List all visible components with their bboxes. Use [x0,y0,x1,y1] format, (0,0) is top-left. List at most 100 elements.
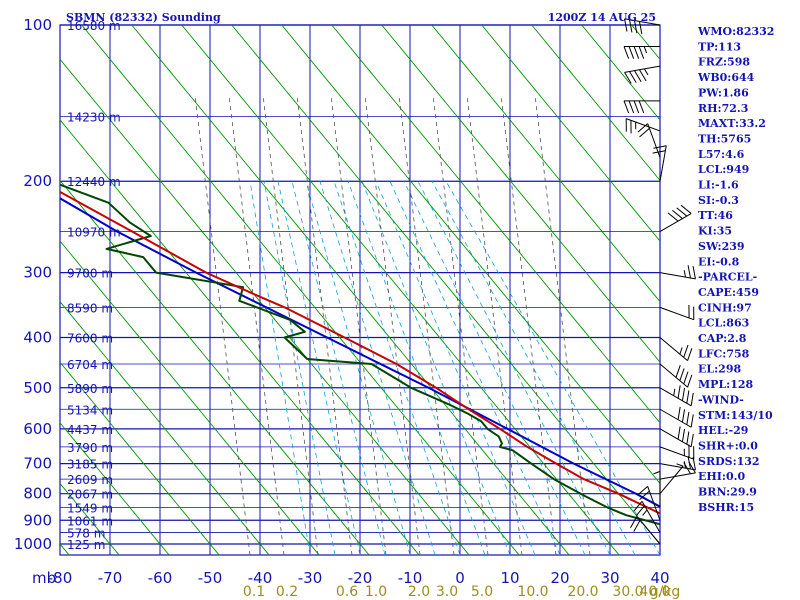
pressure-unit-label: mb [32,569,56,587]
wind-barb-column [623,18,696,545]
temperature-tick-label: -30 [298,569,323,587]
altitude-label: 5134 m [67,403,113,417]
index-value: SRDS:132 [698,455,760,468]
temperature-tick-label: 0 [455,569,465,587]
wind-barb-staff [659,306,694,321]
altitude-label: 10970 m [67,226,121,240]
index-value: FRZ:598 [698,56,750,69]
mixing-ratio-label: 40.0 [639,584,670,600]
moist-adiabat-line [305,181,411,555]
temperature-tick-label: -80 [48,569,73,587]
wind-barb-flag [690,392,694,406]
indices-panel: WMO:82332 TP:113 FRZ:598 WB0:644 PW:1.86 RH:7… [697,25,774,514]
wind-barb-flag [624,72,632,84]
wind-barb-flag [686,411,690,425]
index-value: EHI:0.0 [698,470,745,483]
index-value: TH:5765 [698,132,751,145]
wind-barb-flag [677,426,681,440]
mixing-ratio-unit: g/kg [650,584,681,600]
index-value: BSHR:15 [698,501,754,514]
wind-barb-staff [659,472,696,480]
wind-barb-flag [683,461,687,469]
sounding-time: 1200Z 14 AUG 25 [548,11,656,24]
altitude-label: 8590 m [67,301,113,315]
altitude-label: 5890 m [67,382,113,396]
mixing-ratio-line [364,94,421,555]
dry-adiabat-line [431,25,660,303]
wind-barb-staff [641,501,661,533]
wind-barb-flag [628,46,635,59]
dry-adiabat-line [181,25,620,555]
wind-barb-flag [683,371,689,385]
mixing-ratio-label: 10.0 [517,584,548,600]
mixing-ratio-line [262,94,319,555]
wind-barb-staff [647,123,661,158]
index-value: CAP:2.8 [698,332,747,345]
wind-barb-staff [659,145,667,182]
mixing-ratio-label: 20.0 [567,584,598,600]
wind-barb-flag [623,100,630,114]
wind-barb-staff [624,65,661,73]
wind-barb-flag [635,505,645,517]
wind-barb [659,385,694,407]
mixing-ratio-label: 0.6 [336,584,358,600]
wind-barb [652,145,667,182]
wind-barb-flag [683,344,689,358]
wind-barb-staff [647,486,661,521]
altitude-label: 1061 m [67,514,113,528]
index-value: LCL:863 [698,317,749,330]
index-value: MAXT:33.2 [698,117,766,130]
mixing-ratio-line [228,94,285,555]
wind-barb-flag [677,385,681,399]
wind-barb-flag [687,348,693,361]
temperature-tick-label: -10 [398,569,423,587]
dry-adiabat-line [331,25,660,424]
moist-adiabat-line [431,181,636,555]
pressure-tick-label: 300 [23,264,52,282]
wind-barb-staff [659,428,692,448]
wind-barb [659,204,692,232]
index-value: PW:1.86 [698,86,749,99]
wind-barb-flag [643,46,648,54]
wind-barb-staff [624,18,661,26]
wind-barb-flag [653,145,667,149]
altitude-label: 7600 m [67,331,113,345]
wind-barb-flag [690,414,694,428]
dry-adiabat-line [60,179,370,555]
wind-barb-flag [673,388,676,396]
wind-barb [625,118,661,134]
moist-adiabat-line [389,181,561,555]
altitude-label: 578 m [67,526,105,540]
wind-barb-flag [675,365,681,378]
dry-adiabat-line [281,25,660,485]
index-value: TP:113 [698,40,741,53]
wind-barb-flag [677,406,681,420]
wind-barb-flag [638,46,645,59]
wind-barb [624,18,661,35]
temperature-trace [60,190,660,515]
altitude-label: 9700 m [67,267,113,281]
wind-barb-staff [659,363,688,388]
wind-barb [659,463,684,495]
mixing-ratio-label: 0.2 [276,584,298,600]
wind-barb [623,45,660,59]
index-value: WB0:644 [697,71,755,84]
dry-adiabat-line [60,300,270,555]
wind-barb-staff [636,516,661,545]
index-value: LCL:949 [698,163,749,176]
wind-barb-flag [679,368,685,381]
moist-adiabat-line [277,181,361,555]
index-value: TT:46 [698,209,733,222]
wind-barb-flag [687,265,691,279]
wind-barb [653,470,661,508]
dry-adiabat-line [60,422,170,555]
index-value: EL:298 [698,363,741,376]
wind-barb-flag [653,470,661,475]
moist-adiabat-line [361,181,511,555]
mixing-ratio-line [534,94,591,555]
index-value: SI:-0.3 [698,194,739,207]
index-value: CAPE:459 [698,286,759,299]
mixing-ratio-line [330,94,387,555]
